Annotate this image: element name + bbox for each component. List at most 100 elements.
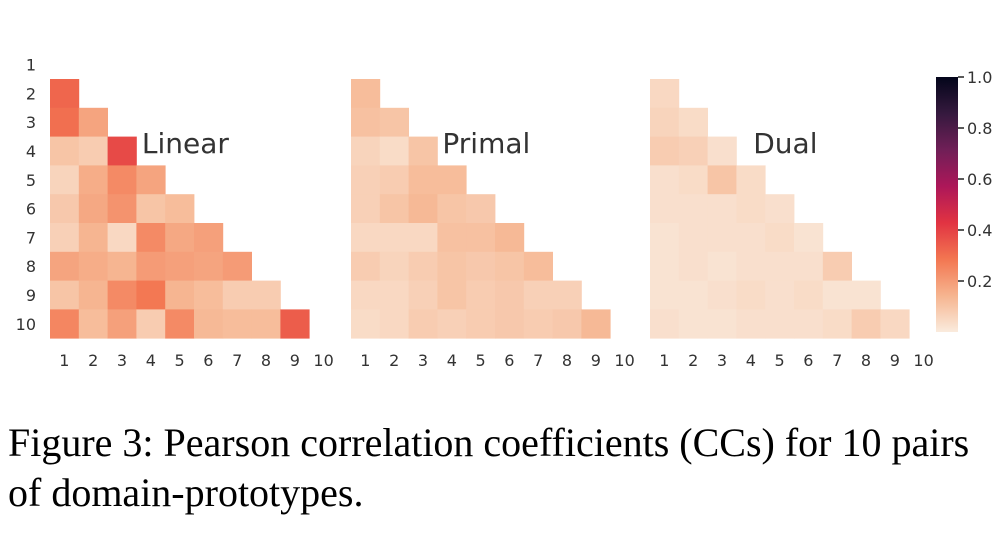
heatmap-cell bbox=[495, 309, 525, 339]
x-tick-label: 10 bbox=[313, 351, 333, 370]
heatmap-cell bbox=[707, 309, 737, 339]
x-tick-label: 3 bbox=[418, 351, 428, 370]
x-tick-label: 2 bbox=[88, 351, 98, 370]
heatmap-cell bbox=[165, 194, 195, 224]
heatmap-cell bbox=[78, 280, 108, 310]
x-tick-label: 4 bbox=[447, 351, 457, 370]
colorbar-tick-label: 1.0 bbox=[967, 68, 992, 87]
heatmap-cell bbox=[251, 280, 281, 310]
heatmap-cell bbox=[466, 194, 496, 224]
heatmap-cell bbox=[194, 251, 224, 281]
heatmap-cell bbox=[678, 136, 708, 166]
heatmap-cell bbox=[379, 194, 409, 224]
heatmap-cell bbox=[194, 280, 224, 310]
heatmap-cell bbox=[650, 251, 680, 281]
heatmap-cell bbox=[678, 309, 708, 339]
heatmap-cell bbox=[765, 280, 795, 310]
heatmap-cell bbox=[495, 223, 525, 253]
heatmap-cell bbox=[650, 136, 680, 166]
x-tick-label: 1 bbox=[659, 351, 669, 370]
heatmap-cell bbox=[50, 165, 80, 195]
heatmap-cell bbox=[107, 251, 137, 281]
heatmap-cell bbox=[765, 194, 795, 224]
y-tick-label: 7 bbox=[26, 228, 36, 247]
heatmap-cell bbox=[50, 280, 80, 310]
colorbar: 0.2 0.4 0.6 0.8 1.0 bbox=[936, 68, 992, 332]
heatmap-cell bbox=[650, 107, 680, 137]
panel-title: Dual bbox=[753, 127, 817, 160]
y-tick-label: 2 bbox=[26, 84, 36, 103]
x-tick-label: 3 bbox=[117, 351, 127, 370]
heatmap-cell bbox=[765, 309, 795, 339]
y-tick-label: 6 bbox=[26, 200, 36, 219]
heatmap-cell bbox=[107, 309, 137, 339]
y-tick-label: 1 bbox=[26, 56, 36, 75]
heatmap-cell bbox=[78, 136, 108, 166]
heatmap-cell bbox=[165, 251, 195, 281]
heatmap-cell bbox=[107, 136, 137, 166]
heatmap-cell bbox=[136, 165, 166, 195]
heatmap-cell bbox=[194, 223, 224, 253]
x-tick-label: 10 bbox=[913, 351, 933, 370]
heatmap-cell bbox=[650, 194, 680, 224]
heatmap-cell bbox=[351, 165, 381, 195]
heatmap-cell bbox=[880, 309, 910, 339]
heatmap-cell bbox=[408, 251, 438, 281]
x-tick-label: 2 bbox=[688, 351, 698, 370]
heatmap-cell bbox=[408, 165, 438, 195]
heatmap-cell bbox=[466, 280, 496, 310]
heatmap-cell bbox=[50, 79, 80, 109]
heatmap-cell bbox=[194, 309, 224, 339]
heatmap-cell bbox=[437, 309, 467, 339]
heatmap-cell bbox=[650, 79, 680, 109]
heatmap-cell bbox=[736, 251, 766, 281]
x-tick-label: 6 bbox=[203, 351, 213, 370]
heatmap-cell bbox=[379, 280, 409, 310]
x-tick-label: 6 bbox=[504, 351, 514, 370]
x-tick-label: 1 bbox=[59, 351, 69, 370]
heatmap-cell bbox=[78, 223, 108, 253]
heatmap-cell bbox=[822, 309, 852, 339]
heatmap-cell bbox=[581, 309, 611, 339]
heatmap-cell bbox=[736, 194, 766, 224]
heatmap-cell bbox=[351, 223, 381, 253]
heatmap-cell bbox=[466, 251, 496, 281]
x-tick-label: 10 bbox=[614, 351, 634, 370]
heatmap-cell bbox=[351, 107, 381, 137]
x-tick-label: 7 bbox=[533, 351, 543, 370]
heatmap-cell bbox=[794, 251, 824, 281]
heatmap-cell bbox=[495, 280, 525, 310]
heatmap-cell bbox=[379, 107, 409, 137]
x-tick-label: 3 bbox=[717, 351, 727, 370]
heatmap-cell bbox=[50, 136, 80, 166]
heatmap-cell bbox=[523, 309, 553, 339]
heatmap-cell bbox=[408, 136, 438, 166]
heatmap-cell bbox=[707, 280, 737, 310]
heatmap-cell bbox=[222, 280, 252, 310]
y-tick-label: 10 bbox=[16, 315, 36, 334]
x-tick-label: 1 bbox=[360, 351, 370, 370]
x-tick-label: 5 bbox=[175, 351, 185, 370]
heatmap-cell bbox=[707, 251, 737, 281]
heatmap-cell bbox=[351, 136, 381, 166]
heatmap-cell bbox=[552, 280, 582, 310]
heatmap-cell bbox=[736, 309, 766, 339]
heatmap-cell bbox=[351, 280, 381, 310]
heatmap-cell bbox=[678, 194, 708, 224]
x-tick-label: 9 bbox=[591, 351, 601, 370]
heatmap-cell bbox=[379, 251, 409, 281]
colorbar-tick-label: 0.2 bbox=[967, 272, 992, 291]
heatmap-cell bbox=[351, 79, 381, 109]
heatmap-cell bbox=[379, 223, 409, 253]
heatmap-cell bbox=[107, 280, 137, 310]
x-tick-label: 9 bbox=[890, 351, 900, 370]
x-tick-label: 8 bbox=[261, 351, 271, 370]
y-tick-label: 9 bbox=[26, 286, 36, 305]
heatmap-cell bbox=[765, 223, 795, 253]
heatmap-cell bbox=[379, 309, 409, 339]
heatmap-cell bbox=[736, 280, 766, 310]
heatmap-cell bbox=[466, 309, 496, 339]
heatmap-cell bbox=[408, 280, 438, 310]
